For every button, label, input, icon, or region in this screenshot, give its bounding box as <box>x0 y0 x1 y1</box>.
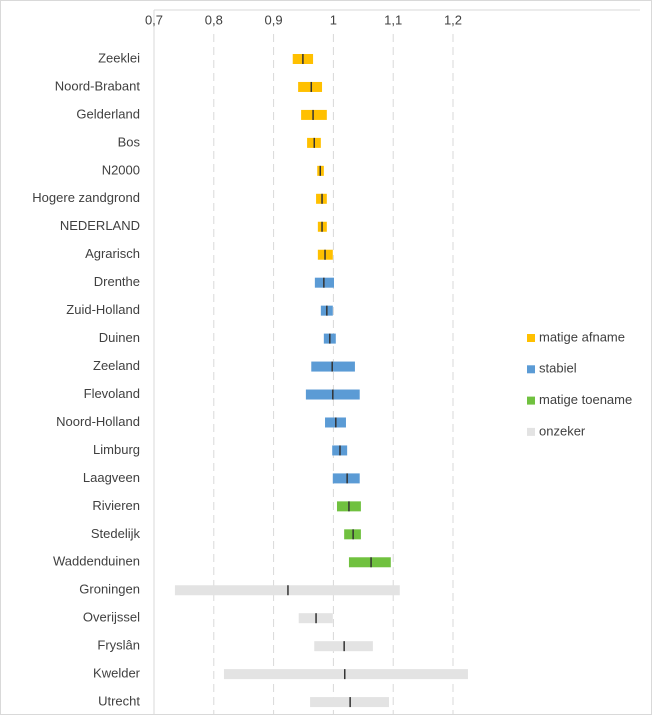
y-tick-label: Agrarisch <box>85 246 140 261</box>
y-tick-label: Zeeklei <box>98 50 140 65</box>
y-tick-label: NEDERLAND <box>60 218 140 233</box>
x-tick-label: 0,7 <box>145 12 163 27</box>
y-tick-label: Rivieren <box>92 498 140 513</box>
y-tick-label: N2000 <box>102 162 140 177</box>
legend-label: onzeker <box>539 423 586 438</box>
y-tick-label: Waddenduinen <box>53 554 140 569</box>
legend-label: matige afname <box>539 329 625 344</box>
legend-swatch <box>527 365 535 374</box>
interval-bar <box>311 361 355 372</box>
legend-swatch <box>527 427 535 436</box>
y-tick-label: Noord-Brabant <box>55 78 141 93</box>
x-tick-label: 1 <box>330 12 337 27</box>
y-tick-label: Fryslân <box>97 638 140 653</box>
x-tick-label: 0,9 <box>265 12 283 27</box>
legend-label: matige toename <box>539 392 632 407</box>
y-tick-label: Gelderland <box>76 106 140 121</box>
x-tick-label: 1,2 <box>444 12 462 27</box>
y-tick-label: Limburg <box>93 442 140 457</box>
y-tick-label: Drenthe <box>94 274 140 289</box>
y-tick-label: Kwelder <box>93 666 141 681</box>
y-tick-label: Noord-Holland <box>56 414 140 429</box>
y-tick-label: Zeeland <box>93 358 140 373</box>
interval-bar <box>298 81 323 92</box>
legend-label: stabiel <box>539 361 577 376</box>
y-tick-label: Overijssel <box>83 610 140 625</box>
y-tick-label: Bos <box>118 134 141 149</box>
interval-bar <box>223 669 468 680</box>
legend-swatch <box>527 334 535 342</box>
y-tick-label: Groningen <box>79 582 140 597</box>
legend-swatch <box>527 396 535 405</box>
interval-bar <box>348 557 391 568</box>
interval-bar <box>332 473 360 484</box>
interval-bar <box>301 109 327 120</box>
y-tick-label: Duinen <box>99 330 140 345</box>
x-tick-label: 0,8 <box>205 12 223 27</box>
x-tick-label: 1,1 <box>384 12 402 27</box>
y-tick-label: Stedelijk <box>91 526 141 541</box>
y-tick-label: Flevoland <box>84 386 140 401</box>
y-tick-label: Laagveen <box>83 470 140 485</box>
y-tick-label: Zuid-Holland <box>66 302 140 317</box>
y-tick-label: Hogere zandgrond <box>32 190 140 205</box>
y-tick-label: Utrecht <box>98 694 140 709</box>
